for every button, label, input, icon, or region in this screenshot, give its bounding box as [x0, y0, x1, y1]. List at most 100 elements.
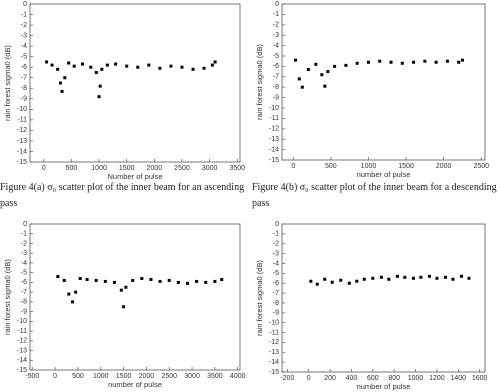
x-tick-label: 500 [66, 165, 78, 172]
point [67, 292, 71, 296]
y-tick-label: -15 [17, 159, 27, 166]
point [67, 61, 71, 65]
point [355, 279, 359, 283]
point [85, 277, 89, 281]
point [98, 84, 102, 88]
x-tick-label: 2000 [147, 165, 163, 172]
x-tick-label: 3500 [207, 373, 223, 380]
x-tick-label: 2500 [174, 165, 190, 172]
point [419, 275, 423, 279]
point [213, 279, 217, 283]
point [306, 68, 310, 72]
point [105, 63, 109, 67]
point [314, 62, 318, 66]
y-tick-label: -4 [21, 260, 27, 267]
point [443, 275, 447, 279]
point [63, 76, 67, 80]
point [423, 59, 427, 63]
point [202, 66, 206, 70]
x-tick-label: 1600 [472, 375, 488, 382]
point [195, 279, 199, 283]
y-tick-label: -12 [17, 338, 27, 345]
point [366, 60, 370, 64]
point [180, 65, 184, 69]
point [395, 274, 399, 278]
y-tick-label: -15 [269, 369, 279, 376]
point [167, 278, 171, 282]
y-tick-label: -9 [273, 94, 279, 101]
y-tick-label: -6 [21, 64, 27, 71]
point [89, 65, 93, 69]
point [457, 60, 461, 64]
y-tick-label: -3 [21, 250, 27, 257]
x-tick-label: 200 [324, 375, 336, 382]
point [70, 300, 74, 304]
y-tick-label: -14 [269, 146, 279, 153]
point [125, 64, 129, 68]
y-tick-label: -13 [269, 349, 279, 356]
y-tick-label: -13 [269, 136, 279, 143]
y-tick-label: -5 [21, 270, 27, 277]
y-tick-label: -4 [273, 260, 279, 267]
point [326, 70, 330, 74]
y-tick-label: -10 [269, 105, 279, 112]
x-tick-label: 1000 [408, 375, 424, 382]
x-axis-label: number of pulse [357, 170, 411, 179]
point [176, 280, 180, 284]
y-tick-label: -12 [269, 339, 279, 346]
point [220, 277, 224, 281]
point [112, 280, 116, 284]
x-tick-label: 2000 [436, 163, 452, 170]
point [136, 65, 140, 69]
point [72, 64, 76, 68]
y-tick-label: -9 [21, 308, 27, 315]
x-tick-label: 2000 [139, 373, 155, 380]
y-tick-label: -2 [21, 22, 27, 29]
y-tick-label: -6 [273, 63, 279, 70]
y-tick-label: -11 [17, 328, 27, 335]
point [333, 64, 337, 68]
y-tick-label: -7 [21, 75, 27, 82]
point [323, 277, 327, 281]
point [445, 59, 449, 63]
y-tick-label: -7 [21, 289, 27, 296]
y-tick-label: -9 [21, 96, 27, 103]
plot-frame [29, 223, 241, 371]
y-tick-label: -5 [21, 54, 27, 61]
plot-frame [29, 3, 241, 163]
point [434, 60, 438, 64]
x-tick-label: 500 [325, 163, 337, 170]
x-tick-label: 2500 [473, 163, 489, 170]
y-tick-label: -4 [21, 43, 27, 50]
y-tick-label: -7 [273, 74, 279, 81]
point [315, 282, 319, 286]
y-tick-label: -13 [17, 138, 27, 145]
point [74, 290, 78, 294]
point [149, 277, 153, 281]
point [78, 277, 82, 281]
point [119, 288, 123, 292]
point [122, 305, 126, 309]
y-tick-label: -11 [17, 117, 27, 124]
y-tick-label: -8 [273, 84, 279, 91]
x-axis-label: Number of pulse [107, 172, 162, 181]
y-tick-label: -5 [273, 270, 279, 277]
point [81, 62, 84, 66]
point [100, 67, 104, 71]
point [371, 276, 375, 280]
point [158, 279, 162, 283]
x-tick-label: 0 [53, 373, 57, 380]
y-tick-label: -13 [17, 347, 27, 354]
point [459, 274, 463, 278]
x-tick-label: 1000 [361, 163, 377, 170]
y-tick-label: -8 [21, 299, 27, 306]
x-tick-label: 1400 [451, 375, 467, 382]
point [344, 63, 348, 67]
x-tick-label: 2500 [161, 373, 177, 380]
point [94, 278, 98, 282]
y-tick-label: -5 [273, 53, 279, 60]
point [62, 278, 66, 282]
y-tick-label: -2 [21, 240, 27, 247]
y-tick-label: 0 [275, 221, 279, 228]
